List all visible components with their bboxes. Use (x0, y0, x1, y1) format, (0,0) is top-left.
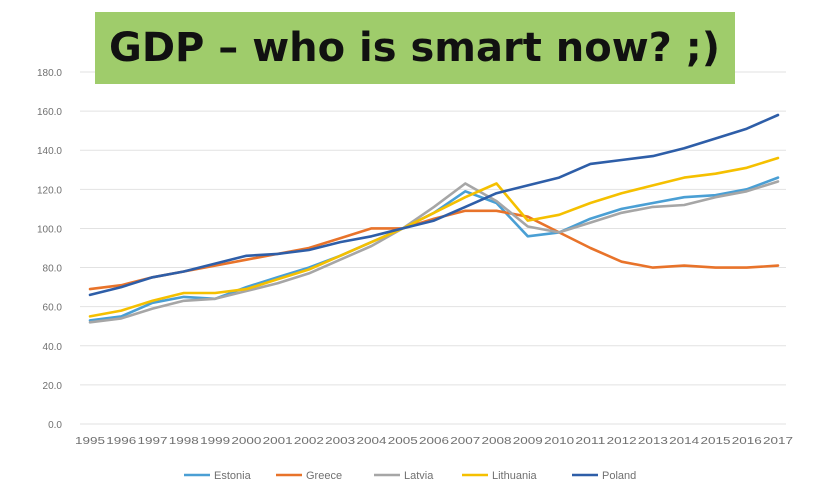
y-tick-label: 160.0 (37, 107, 62, 118)
title-banner: GDP – who is smart now? ;) (95, 12, 735, 84)
x-tick-label: 2000 (231, 436, 262, 447)
chart-title: GDP – who is smart now? ;) (109, 25, 721, 71)
x-tick-label: 2011 (575, 436, 606, 447)
y-tick-label: 180.0 (37, 68, 62, 79)
gridlines (80, 71, 786, 425)
legend: Estonia Greece Latvia Lithuania Poland (184, 470, 636, 482)
x-tick-label: 1997 (138, 436, 169, 447)
y-axis-ticks: 0.0 20.0 40.0 60.0 80.0 100.0 120.0 140.0 160.0 1… (37, 68, 62, 431)
x-tick-label: 1999 (200, 436, 231, 447)
series-line-lithuania (88, 156, 780, 318)
series-line-poland (88, 113, 780, 297)
x-tick-label: 2013 (638, 436, 669, 447)
x-axis-ticks: 1995 1996 1997 1998 1999 2000 2001 2002 2003 2004… (75, 436, 794, 447)
legend-label-greece: Greece (306, 470, 342, 482)
x-tick-label: 2016 (732, 436, 763, 447)
x-tick-label: 2009 (513, 436, 544, 447)
y-tick-label: 0.0 (48, 420, 62, 431)
x-tick-label: 2014 (669, 436, 700, 447)
y-tick-label: 20.0 (43, 381, 63, 392)
x-tick-label: 2010 (544, 436, 575, 447)
x-tick-label: 2002 (294, 436, 325, 447)
y-tick-label: 120.0 (37, 185, 62, 196)
legend-label-lithuania: Lithuania (492, 470, 538, 482)
x-tick-label: 2001 (263, 436, 294, 447)
y-tick-label: 80.0 (43, 264, 63, 275)
x-tick-label: 1995 (75, 436, 106, 447)
y-tick-label: 60.0 (43, 303, 63, 314)
y-tick-label: 40.0 (43, 342, 63, 353)
x-tick-label: 2006 (419, 436, 450, 447)
x-tick-label: 2007 (450, 436, 481, 447)
legend-label-latvia: Latvia (404, 470, 434, 482)
series-line-greece (88, 209, 780, 291)
legend-label-estonia: Estonia (214, 470, 252, 482)
x-tick-label: 2017 (763, 436, 794, 447)
series-line-latvia (88, 180, 780, 324)
x-tick-label: 1998 (169, 436, 200, 447)
y-tick-label: 100.0 (37, 224, 62, 235)
y-tick-label: 140.0 (37, 146, 62, 157)
legend-label-poland: Poland (602, 470, 636, 482)
x-tick-label: 2008 (482, 436, 513, 447)
x-tick-label: 2012 (607, 436, 638, 447)
x-tick-label: 2005 (388, 436, 419, 447)
x-tick-label: 2015 (700, 436, 731, 447)
x-tick-label: 1996 (106, 436, 137, 447)
x-tick-label: 2004 (356, 436, 387, 447)
series-lines (88, 113, 780, 324)
x-tick-label: 2003 (325, 436, 356, 447)
